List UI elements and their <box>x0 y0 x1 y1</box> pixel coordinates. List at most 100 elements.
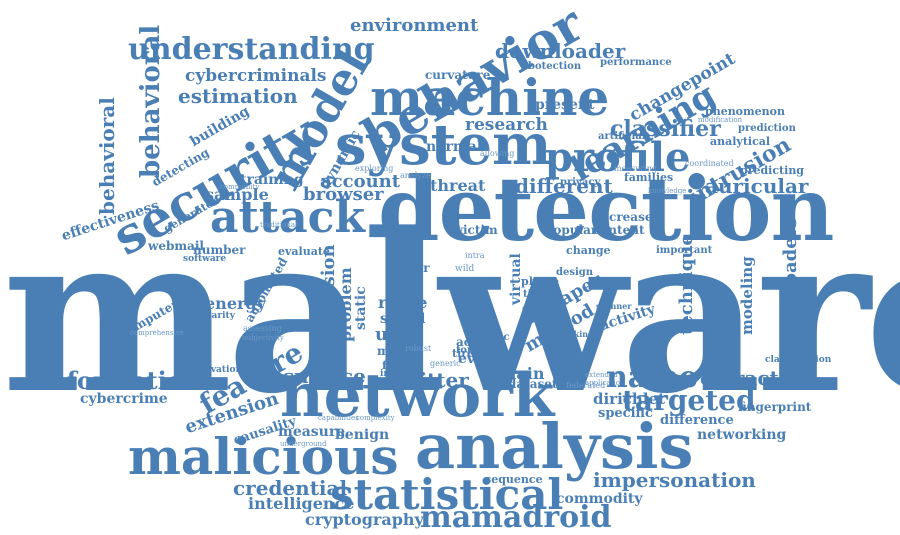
word-robust: robust <box>405 344 432 353</box>
word-cryptography: cryptography <box>305 510 424 529</box>
word-user: user <box>375 324 420 345</box>
word-network: network <box>280 361 555 431</box>
word-modification: modification <box>698 116 743 124</box>
word-capabilities: capabilities <box>318 414 359 422</box>
word-technique: technique <box>676 234 697 335</box>
word-fingerprint: fingerprint <box>738 400 812 414</box>
word-specific: specific <box>598 406 653 421</box>
word-measure: measure <box>278 424 346 440</box>
word-predicting: predicting <box>740 164 805 177</box>
word-extraction: extraction <box>700 366 815 390</box>
word-exploring: exploring <box>355 164 394 173</box>
word-problem: problem <box>336 267 355 342</box>
word-phone: phone <box>521 275 560 288</box>
word-intelligence: intelligence <box>248 494 355 513</box>
word-event: event <box>458 351 501 367</box>
word-reuse: reuse <box>378 293 428 312</box>
word-dataset: dataset <box>508 377 558 391</box>
word-important: important <box>656 245 713 256</box>
word-design: design <box>556 267 594 278</box>
word-system: system <box>335 112 552 178</box>
word-generic: generic <box>430 359 461 368</box>
word-chain: chain <box>495 364 545 383</box>
word-analysis: analysis <box>415 410 694 483</box>
word-comprehensive: comprehensive <box>130 329 184 337</box>
word-estimation: estimation <box>178 84 298 108</box>
word-dirichlet: dirichlet <box>593 390 665 408</box>
word-attack: attack <box>210 192 365 243</box>
word-webmail: webmail <box>148 239 204 253</box>
word-different: different <box>515 174 613 198</box>
word-detection: detection <box>378 157 834 261</box>
word-threat: threat <box>430 176 486 195</box>
word-downloaders: downloaders <box>780 217 801 345</box>
word-cybercriminals: cybercriminals <box>185 66 327 86</box>
word-software: software <box>183 254 227 264</box>
word-credential: credential <box>233 476 348 500</box>
word-modeling: modeling <box>738 256 756 335</box>
word-analyze: analyze <box>400 171 431 180</box>
word-number: number <box>193 243 246 257</box>
word-twitter: twitter <box>393 368 469 392</box>
word-wild: wild <box>455 264 475 274</box>
word-allowing: allowing <box>480 149 515 158</box>
word-classifier: classifier <box>610 116 721 142</box>
word-surface: surface <box>283 364 366 388</box>
word-error: error <box>395 261 430 275</box>
word-curvature: curvature <box>425 68 491 82</box>
word-scanner: scanner <box>596 301 632 311</box>
word-traffic: traffic <box>475 332 510 343</box>
word-predict: predict <box>528 315 569 326</box>
word-energy: energy <box>205 294 266 313</box>
word-detect: detect <box>522 302 561 315</box>
word-knowledge: knowledge <box>648 187 687 195</box>
word-action: action <box>456 335 498 349</box>
word-observation: observation <box>183 365 243 375</box>
word-coordinated: coordinated <box>685 159 734 168</box>
word-browser: browser <box>303 184 384 205</box>
word-cybercrime: cybercrime <box>80 391 168 407</box>
word-present: present <box>535 97 595 113</box>
word-making: making <box>560 329 594 339</box>
word-phenomenon: phenomenon <box>705 105 785 118</box>
word-machine: machine <box>370 68 610 127</box>
word-difference: difference <box>660 413 734 428</box>
word-malicious: malicious <box>128 427 399 486</box>
word-assessing: assessing <box>243 324 282 333</box>
word-artificial: artificial <box>598 131 646 142</box>
word-name: name <box>606 360 699 395</box>
word-behavioral: behavioral <box>136 24 166 178</box>
word-internet: internet <box>380 369 422 379</box>
word-forest: forest <box>456 345 489 356</box>
word-change: change <box>566 244 611 257</box>
word-measuring: measuring <box>614 164 658 173</box>
word-performance: performance <box>600 57 672 68</box>
word-content: content <box>593 223 645 237</box>
word-impersonation: impersonation <box>593 468 756 492</box>
word-families: families <box>624 171 674 184</box>
word-extended: extended <box>585 371 618 379</box>
word-understanding: understanding <box>128 32 375 67</box>
word-popularity: popularity <box>183 311 235 321</box>
word-privacy: privacy <box>560 177 601 188</box>
word-victim: victim <box>456 223 498 237</box>
word-auricular: auricular <box>705 174 809 198</box>
word-behavioral2: behavioral <box>95 97 119 215</box>
word-title: title <box>523 289 547 300</box>
word-mamadroid: mamadroid <box>420 500 612 535</box>
word-tool: tool <box>458 299 480 310</box>
word-analytical: analytical <box>710 135 771 148</box>
word-virtual: virtual <box>508 253 524 305</box>
word-normal: normal <box>426 139 483 155</box>
word-major: major <box>377 344 417 358</box>
word-benign: benign <box>335 427 390 443</box>
word-evaluate: evaluate <box>278 245 330 258</box>
word-family: family <box>382 359 421 372</box>
word-malware: malware <box>2 186 900 442</box>
word-application: application <box>585 379 625 387</box>
word-profile: profile <box>545 134 691 181</box>
word-account: account <box>320 171 401 192</box>
word-underground: underground <box>280 440 327 448</box>
word-information: information <box>40 366 201 395</box>
